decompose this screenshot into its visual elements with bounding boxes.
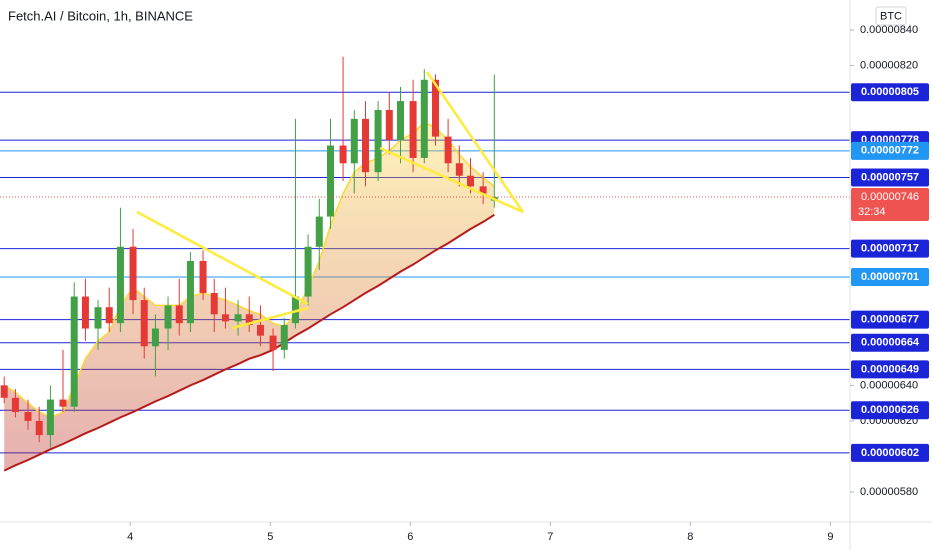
candle-body — [81, 296, 89, 329]
x-tick-label: 6 — [407, 531, 413, 543]
level-label-box — [851, 168, 929, 187]
chart-title: Fetch.AI / Bitcoin, 1h, BINANCE — [8, 8, 193, 23]
level-label: 0.00000805 — [861, 86, 919, 98]
trendline — [379, 146, 524, 214]
candle-body — [140, 300, 148, 347]
candle-body — [35, 420, 43, 436]
x-tick-label: 7 — [547, 531, 553, 543]
level-label-box — [851, 141, 929, 160]
level-label: 0.00000602 — [861, 447, 919, 459]
level-label-box — [851, 333, 929, 352]
level-label: 0.00000701 — [861, 271, 919, 283]
candle-body — [291, 296, 299, 324]
y-tick-label: 0.00000580 — [860, 486, 918, 498]
candle-body — [105, 307, 113, 324]
candle-body — [210, 292, 218, 315]
level-label-box — [851, 401, 929, 420]
candle-body — [455, 163, 463, 176]
ribbon-lower — [3, 213, 495, 472]
candle-body — [11, 397, 19, 413]
candle-body — [116, 246, 124, 324]
x-tick-label: 5 — [267, 531, 273, 543]
trendline — [136, 210, 309, 306]
trendlines — [136, 71, 525, 330]
y-tick-label: 0.00000820 — [860, 59, 918, 71]
candle-body — [315, 216, 323, 247]
level-label-box — [851, 443, 929, 462]
currency-button[interactable] — [875, 6, 907, 26]
level-label: 0.00000626 — [861, 404, 919, 416]
last-price-label: 0.00000746 — [861, 191, 919, 203]
candle-body — [221, 314, 229, 322]
currency-label[interactable]: BTC — [880, 10, 902, 22]
candle-body — [374, 109, 382, 173]
x-tick-label: 9 — [827, 531, 833, 543]
candle-body — [467, 175, 475, 187]
candle-body — [59, 399, 67, 407]
level-label: 0.00000664 — [861, 337, 920, 349]
candle-body — [0, 385, 8, 398]
last-price-box — [851, 188, 929, 222]
candle-body — [199, 261, 207, 293]
candle-body — [94, 307, 102, 329]
trendline — [425, 71, 525, 213]
candle-body — [234, 314, 242, 322]
candle-body — [339, 145, 347, 164]
trendline — [231, 306, 309, 330]
candle-body — [24, 412, 32, 421]
y-tick-label: 0.00000640 — [860, 379, 918, 391]
candle-body — [361, 118, 369, 173]
countdown: 32:34 — [858, 206, 886, 218]
level-label: 0.00000772 — [861, 145, 919, 157]
candle-body — [420, 79, 428, 158]
y-tick-label: 0.00000840 — [860, 24, 918, 36]
candle-body — [409, 101, 417, 158]
candle-body — [175, 305, 183, 324]
candle-body — [46, 399, 54, 436]
level-label: 0.00000649 — [861, 363, 919, 375]
level-label-box — [851, 83, 929, 102]
level-label: 0.00000757 — [861, 171, 919, 183]
candle-body — [350, 118, 358, 164]
candle-body — [396, 101, 404, 141]
candle-body — [186, 261, 194, 324]
candle-body — [432, 79, 440, 137]
candle-body — [444, 136, 452, 164]
candle-body — [326, 145, 334, 217]
level-label-box — [851, 239, 929, 258]
level-label-box — [851, 360, 929, 379]
candle-body — [280, 324, 288, 350]
level-label-box — [851, 310, 929, 329]
candle-body — [70, 296, 78, 407]
ribbon-band — [4, 122, 495, 471]
level-label-box — [851, 267, 929, 286]
candle-body — [129, 246, 137, 301]
candle-body — [269, 335, 277, 350]
plot-area — [0, 56, 850, 472]
candle-body — [479, 186, 487, 194]
candle-body — [164, 305, 172, 329]
candle-body — [385, 109, 393, 141]
candle-body — [245, 314, 253, 325]
candle-body — [151, 328, 159, 347]
level-label: 0.00000677 — [861, 314, 919, 326]
candle-body — [304, 246, 312, 297]
x-tick-label: 8 — [687, 531, 693, 543]
candle-body — [256, 324, 264, 336]
x-tick-label: 4 — [127, 531, 133, 543]
level-label: 0.00000717 — [861, 242, 919, 254]
